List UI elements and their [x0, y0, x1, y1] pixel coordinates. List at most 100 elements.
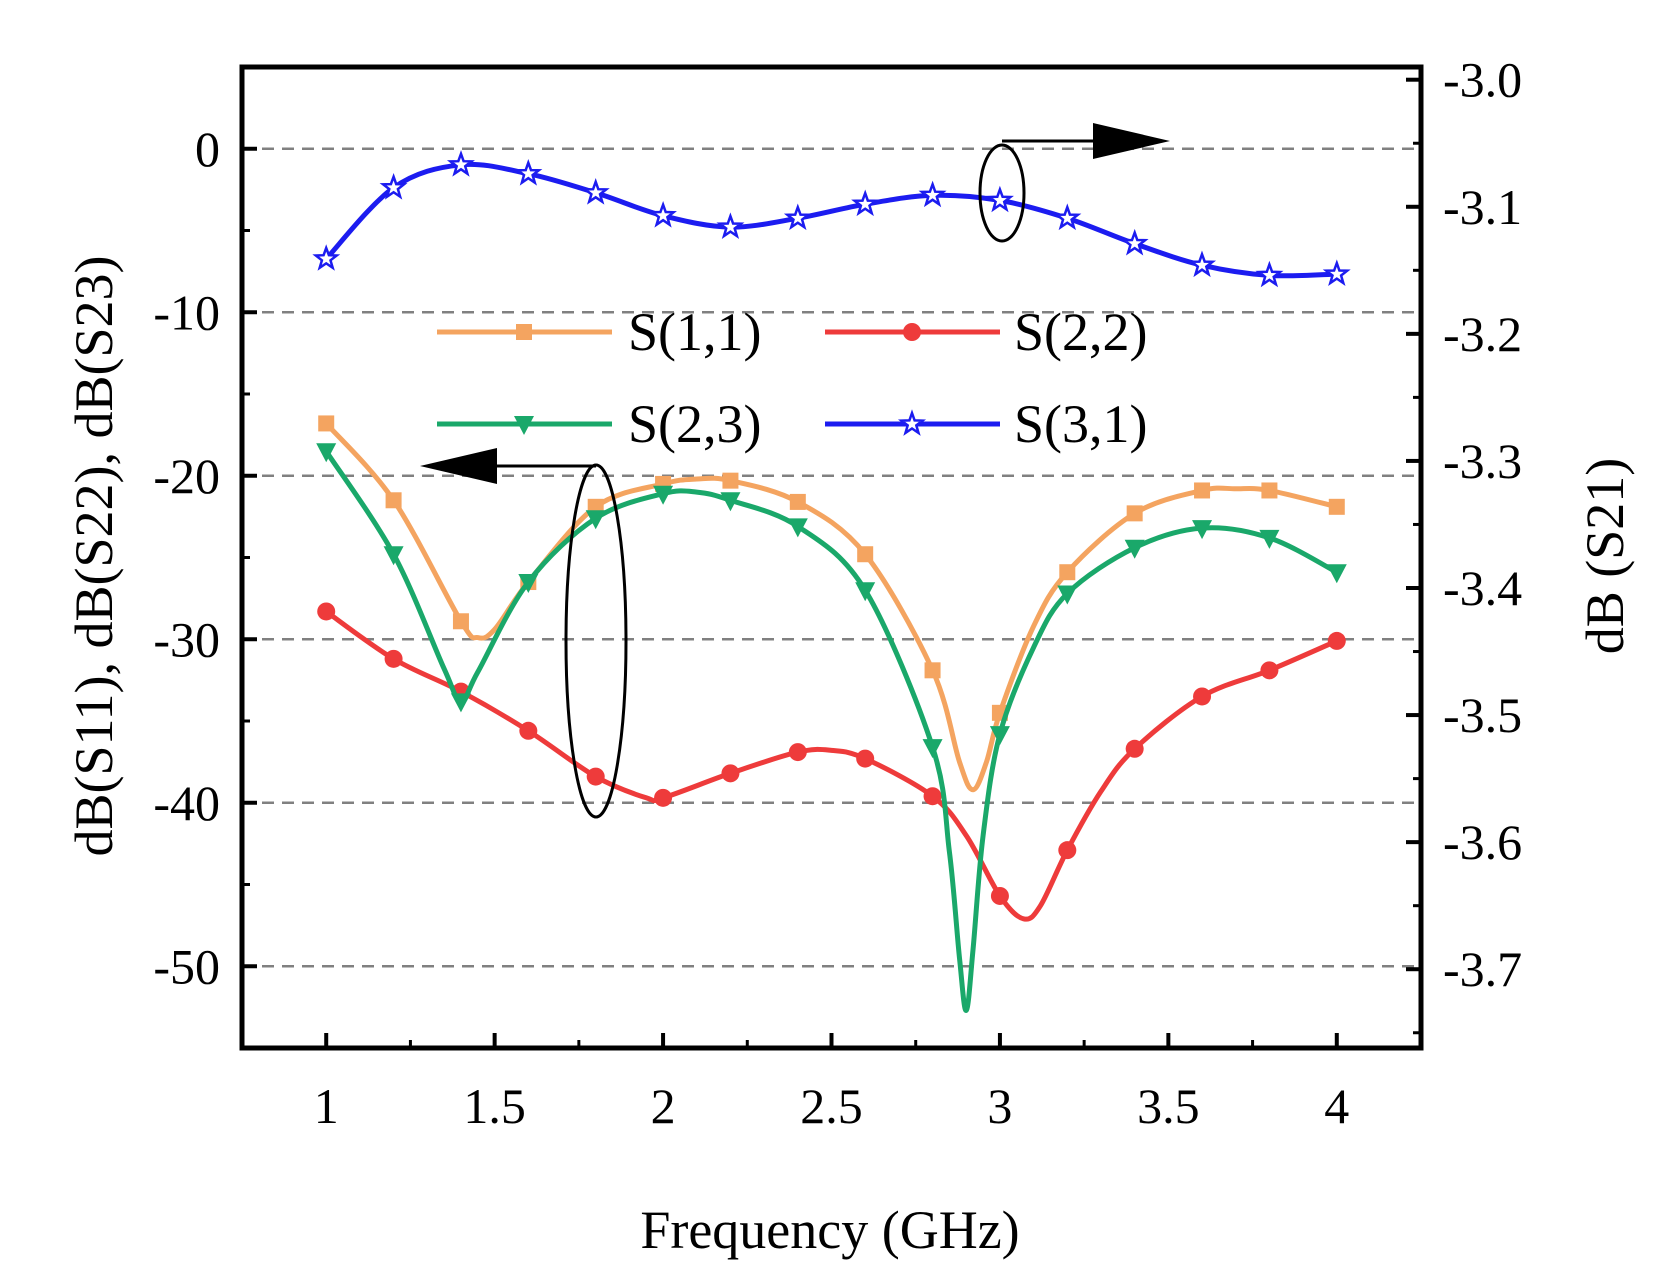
legend-label: S(2,2) — [1014, 302, 1148, 362]
series-layer — [312, 150, 1351, 1013]
series-s23-point — [922, 739, 943, 759]
right-group-ellipse — [978, 143, 1026, 243]
series-s31-point — [918, 180, 947, 208]
series-s23-point — [1124, 539, 1145, 559]
series-s22-point — [1125, 739, 1144, 758]
y-axis-right-title: dB (S21) — [1575, 458, 1635, 655]
plot-frame — [239, 64, 1424, 1051]
series-s11-point — [924, 662, 941, 679]
legend-label: S(1,1) — [628, 302, 762, 362]
series-s22-point — [1058, 841, 1077, 860]
y-right-tick-label: -3.6 — [1443, 814, 1522, 870]
series-s22-point — [788, 743, 807, 762]
series-s11-point — [452, 613, 469, 630]
series-s31-point — [1255, 260, 1284, 288]
y-right-tick-label: -3.3 — [1443, 433, 1522, 489]
series-s31-point — [783, 203, 812, 231]
series-s31-point — [1120, 228, 1149, 256]
grid-lines — [242, 147, 1421, 968]
legend-label: S(2,3) — [628, 394, 762, 454]
series-s31-point — [851, 189, 880, 217]
series-s31-point — [716, 212, 745, 240]
series-s11-point — [385, 492, 402, 509]
x-axis-title: Frequency (GHz) — [640, 1200, 1019, 1260]
legend-entry-s11: S(1,1) — [437, 302, 762, 362]
legend: S(1,1) S(2,2) S(2,3) S(3,1) — [437, 302, 1148, 454]
series-s22-line — [323, 609, 1340, 922]
y-axis-left-title: dB(S11), dB(S22), dB(S23) — [64, 255, 124, 856]
series-s11-point — [857, 546, 874, 563]
legend-entry-s23: S(2,3) — [437, 394, 762, 454]
series-s22-point — [586, 767, 605, 786]
series-s22-point — [317, 602, 336, 621]
x-tick-label: 1 — [314, 1078, 339, 1134]
legend-label: S(3,1) — [1014, 394, 1148, 454]
series-s11-point — [1059, 564, 1076, 581]
x-tick-label: 2.5 — [800, 1078, 863, 1134]
y-right-tick-label: -3.1 — [1443, 179, 1522, 235]
series-s31-point — [379, 172, 408, 200]
series-s31-point — [581, 178, 610, 205]
x-tick-label: 2 — [651, 1078, 676, 1134]
y-left-tick-label: -50 — [153, 938, 220, 994]
series-s22-point — [519, 721, 538, 740]
series-s23-point — [653, 485, 674, 505]
axis-ticks — [242, 65, 1421, 1048]
y-left-tick-label: -20 — [153, 448, 220, 504]
series-s23-point — [989, 726, 1010, 746]
series-s22 — [317, 602, 1346, 922]
series-s31-point — [986, 185, 1014, 213]
series-s22-point — [1327, 631, 1346, 650]
series-s11-point — [722, 472, 739, 489]
series-s31-point — [446, 150, 475, 177]
series-s22-point — [384, 649, 403, 668]
y-right-tick-label: -3.7 — [1443, 941, 1522, 997]
series-s23-point — [1326, 564, 1347, 584]
legend-entry-s31: S(3,1) — [825, 394, 1148, 454]
series-s23-point — [518, 574, 539, 594]
series-s31-point — [1322, 259, 1351, 286]
series-s31 — [312, 150, 1351, 288]
right-arrow-head — [1093, 123, 1170, 159]
x-tick-label: 4 — [1324, 1078, 1349, 1134]
series-s31-line — [323, 161, 1340, 279]
y-right-tick-label: -3.4 — [1443, 560, 1522, 616]
series-s11-point — [318, 415, 335, 432]
series-s23-point — [1259, 529, 1280, 549]
series-s11-point — [1194, 482, 1211, 499]
legend-entry-s22: S(2,2) — [825, 302, 1148, 362]
series-s23-point — [720, 492, 741, 512]
x-tick-label: 3.5 — [1137, 1078, 1200, 1134]
series-s23-point — [855, 582, 876, 602]
series-s23-point — [316, 443, 337, 463]
series-s23 — [316, 443, 1347, 1013]
series-s22-point — [856, 749, 875, 768]
series-s23-point — [1192, 520, 1213, 540]
series-s31-point — [649, 201, 677, 228]
x-tick-label: 1.5 — [463, 1078, 526, 1134]
y-left-tick-label: -30 — [153, 611, 220, 667]
series-s23-line — [323, 448, 1340, 1013]
legend-marker — [514, 416, 534, 435]
legend-marker — [903, 323, 921, 341]
y-left-tick-label: 0 — [195, 121, 220, 177]
legend-marker — [897, 409, 927, 436]
annotations — [420, 123, 1170, 819]
series-s11-point — [1126, 505, 1143, 522]
series-s22-point — [1193, 687, 1212, 706]
series-s11-point — [789, 493, 806, 510]
y-right-tick-label: -3.5 — [1443, 687, 1522, 743]
y-right-tick-label: -3.2 — [1443, 306, 1522, 362]
series-s22-point — [654, 788, 673, 807]
left-arrow-head — [420, 448, 497, 484]
series-s22-point — [990, 886, 1009, 905]
y-left-tick-label: -40 — [153, 775, 220, 831]
series-s11-point — [1328, 498, 1345, 515]
series-s31-point — [312, 244, 341, 271]
series-s31-point — [1053, 203, 1082, 231]
series-s23-point — [585, 510, 606, 530]
x-tick-label: 3 — [987, 1078, 1012, 1134]
series-s22-point — [1260, 661, 1279, 680]
axis-tick-labels: 1 1.5 2 2.5 3 3.5 4 0 -10 -20 -30 -40 -50 -3.0 -3.1 -3.… — [153, 52, 1522, 1134]
legend-marker — [516, 324, 532, 340]
